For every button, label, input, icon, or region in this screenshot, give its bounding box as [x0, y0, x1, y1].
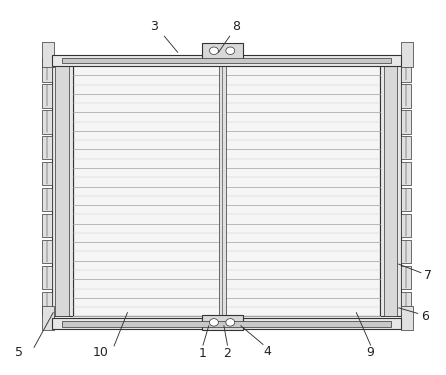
Bar	[42, 240, 52, 263]
Bar	[42, 136, 52, 159]
Bar	[202, 315, 243, 330]
Bar	[42, 110, 52, 134]
Bar	[401, 266, 411, 289]
Text: 7: 7	[425, 269, 433, 282]
Circle shape	[210, 47, 219, 54]
Circle shape	[226, 319, 235, 326]
Bar	[62, 321, 391, 327]
Bar	[42, 162, 52, 186]
Bar	[52, 57, 73, 316]
Bar	[401, 214, 411, 237]
Bar	[401, 240, 411, 263]
Bar	[55, 57, 69, 316]
Text: 10: 10	[93, 346, 109, 359]
Text: 4: 4	[264, 345, 272, 358]
Text: 8: 8	[232, 20, 240, 33]
Bar	[401, 188, 411, 211]
Bar	[42, 42, 54, 67]
Bar	[401, 306, 413, 330]
Bar	[401, 291, 411, 315]
Text: 1: 1	[199, 347, 207, 360]
Bar	[42, 58, 52, 82]
Bar	[401, 162, 411, 186]
Bar	[380, 57, 401, 316]
Bar	[401, 84, 411, 108]
Bar	[42, 214, 52, 237]
Circle shape	[226, 47, 235, 54]
Bar	[52, 55, 401, 66]
Bar	[401, 42, 413, 67]
Bar	[42, 266, 52, 289]
Bar	[202, 43, 243, 58]
Text: 9: 9	[366, 346, 374, 359]
Bar	[401, 136, 411, 159]
Bar	[42, 84, 52, 108]
Bar	[42, 291, 52, 315]
Text: 2: 2	[223, 347, 231, 360]
Bar	[62, 58, 391, 63]
Text: 6: 6	[421, 310, 429, 323]
Bar	[42, 306, 54, 330]
Bar	[219, 58, 226, 315]
Bar	[401, 110, 411, 134]
Bar	[401, 58, 411, 82]
Bar	[42, 188, 52, 211]
Bar	[384, 57, 397, 316]
Circle shape	[210, 319, 219, 326]
Bar	[73, 57, 380, 316]
Bar	[52, 318, 401, 330]
Text: 3: 3	[150, 20, 158, 33]
Text: 5: 5	[15, 346, 23, 359]
